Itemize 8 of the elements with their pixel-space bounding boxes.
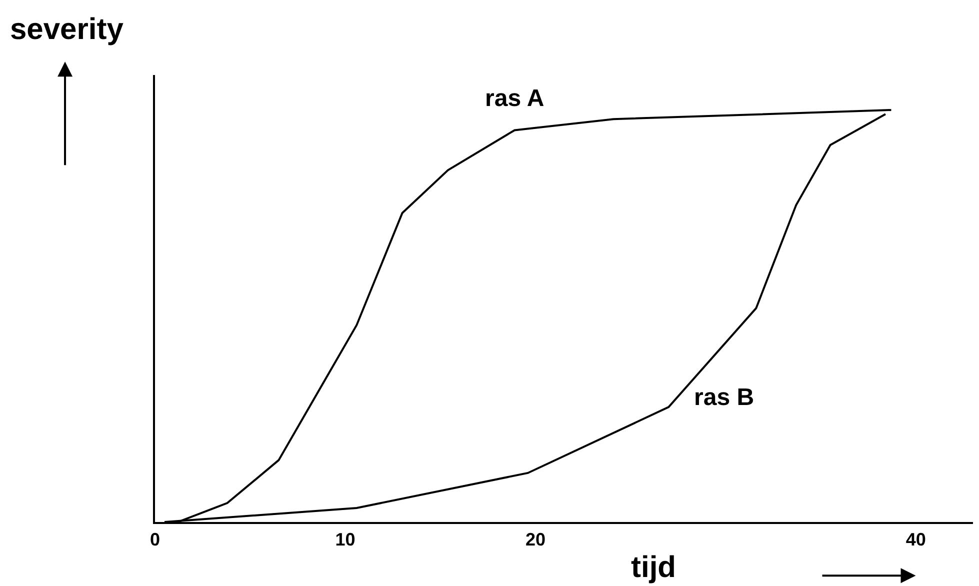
series-label: ras B	[694, 384, 754, 411]
x-tick-label: 20	[525, 530, 546, 550]
x-tick-label: 10	[335, 530, 356, 550]
series-label: ras A	[485, 85, 544, 112]
x-tick-label: 40	[906, 530, 926, 550]
x-axis-title: tijd	[631, 551, 676, 584]
x-tick-label: 0	[150, 530, 160, 550]
y-axis-title: severity	[10, 13, 124, 46]
